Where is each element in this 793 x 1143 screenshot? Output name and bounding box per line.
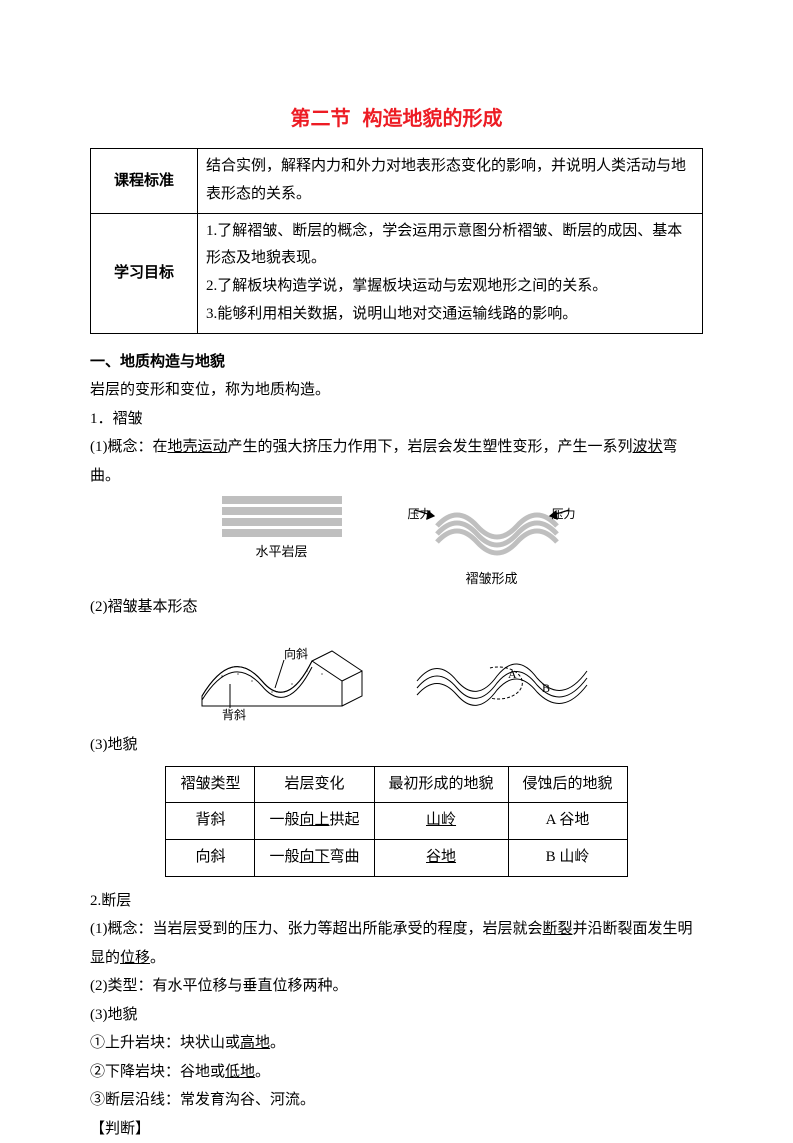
underline-term: 向下 xyxy=(299,849,329,865)
underline-term: 地壳运动 xyxy=(168,439,228,455)
cell: A 谷地 xyxy=(508,803,627,840)
underline-term: 向上 xyxy=(299,812,329,828)
fold-3d-left-icon: 向斜 背斜 xyxy=(192,626,372,721)
line: (2)类型：有水平位移与垂直位移两种。 xyxy=(90,972,703,1001)
underline-term: 波状 xyxy=(633,439,663,455)
pressure-label-right: 压力 xyxy=(551,503,575,526)
table-row: 向斜 一般向下弯曲 谷地 B 山岭 xyxy=(166,840,627,877)
fold-3d-diagrams: 向斜 背斜 A B xyxy=(90,626,703,732)
col-header: 褶皱类型 xyxy=(166,766,255,803)
section-heading: 一、地质构造与地貌 xyxy=(90,348,703,377)
goal-line: 3.能够利用相关数据，说明山地对交通运输线路的影响。 xyxy=(206,301,694,329)
page: 第二节构造地貌的形成 课程标准 结合实例，解释内力和外力对地表形态变化的影响，并… xyxy=(0,0,793,1122)
col-header: 最初形成的地貌 xyxy=(374,766,508,803)
title-main: 构造地貌的形成 xyxy=(363,108,503,130)
fold-diagram: 压力 压力 褶皱形成 xyxy=(412,496,572,591)
standards-table: 课程标准 结合实例，解释内力和外力对地表形态变化的影响，并说明人类活动与地表形态… xyxy=(90,148,703,334)
label-syncline: 向斜 xyxy=(284,646,308,661)
table-row: 背斜 一般向上拱起 山岭 A 谷地 xyxy=(166,803,627,840)
page-title: 第二节构造地貌的形成 xyxy=(90,100,703,138)
fold-svg-icon xyxy=(412,496,572,556)
text: ②下降岩块：谷地或 xyxy=(90,1064,225,1080)
standard-text: 结合实例，解释内力和外力对地表形态变化的影响，并说明人类活动与地表形态的关系。 xyxy=(198,149,703,214)
text: 产生的强大挤压力作用下，岩层会发生塑性变形，产生一系列 xyxy=(228,439,633,455)
goal-line: 2.了解板块构造学说，掌握板块运动与宏观地形之间的关系。 xyxy=(206,273,694,301)
flat-layers-icon xyxy=(222,496,342,537)
line: (3)地貌 xyxy=(90,1001,703,1030)
text: ①上升岩块：块状山或 xyxy=(90,1035,240,1051)
table-row: 学习目标 1.了解褶皱、断层的概念，学会运用示意图分析褶皱、断层的成因、基本形态… xyxy=(91,213,703,333)
cell: 谷地 xyxy=(374,840,508,877)
subheading: 1．褶皱 xyxy=(90,405,703,434)
underline-term: 高地 xyxy=(240,1035,270,1051)
flat-layer-diagram: 水平岩层 xyxy=(222,496,342,591)
fold-3d-right-icon: A B xyxy=(412,626,602,721)
underline-term: 谷地 xyxy=(426,849,456,865)
layer-diagrams: 水平岩层 压力 压力 褶皱形成 xyxy=(90,496,703,591)
line: ③断层沿线：常发育沟谷、河流。 xyxy=(90,1086,703,1115)
underline-term: 低地 xyxy=(225,1064,255,1080)
goal-text: 1.了解褶皱、断层的概念，学会运用示意图分析褶皱、断层的成因、基本形态及地貌表现… xyxy=(198,213,703,333)
goal-line: 1.了解褶皱、断层的概念，学会运用示意图分析褶皱、断层的成因、基本形态及地貌表现… xyxy=(206,218,694,274)
text: 。 xyxy=(150,950,165,966)
underline-term: 山岭 xyxy=(426,812,456,828)
subheading: (3)地貌 xyxy=(90,731,703,760)
anticline-syncline-block: 向斜 背斜 xyxy=(192,626,372,732)
concept-line: (1)概念：在地壳运动产生的强大挤压力作用下，岩层会发生塑性变形，产生一系列波状… xyxy=(90,433,703,490)
cell: B 山岭 xyxy=(508,840,627,877)
text: 拱起 xyxy=(330,812,360,828)
concept-line: (1)概念：当岩层受到的压力、张力等超出所能承受的程度，岩层就会断裂并沿断裂面发… xyxy=(90,915,703,972)
cell: 山岭 xyxy=(374,803,508,840)
cell: 向斜 xyxy=(166,840,255,877)
title-prefix: 第二节 xyxy=(291,108,351,130)
subheading: 2.断层 xyxy=(90,887,703,916)
judge-heading: 【判断】 xyxy=(90,1115,703,1143)
table-row: 褶皱类型 岩层变化 最初形成的地貌 侵蚀后的地貌 xyxy=(166,766,627,803)
col-header: 岩层变化 xyxy=(255,766,374,803)
label-A: A xyxy=(508,667,517,681)
pressure-label-left: 压力 xyxy=(408,503,432,526)
text: 一般 xyxy=(269,812,299,828)
intro-text: 岩层的变形和变位，称为地质构造。 xyxy=(90,376,703,405)
table-row: 课程标准 结合实例，解释内力和外力对地表形态变化的影响，并说明人类活动与地表形态… xyxy=(91,149,703,214)
underline-term: 断裂 xyxy=(543,921,573,937)
goal-label: 学习目标 xyxy=(91,213,198,333)
cell: 一般向上拱起 xyxy=(255,803,374,840)
subheading: (2)褶皱基本形态 xyxy=(90,593,703,622)
line: ①上升岩块：块状山或高地。 xyxy=(90,1029,703,1058)
diagram-caption: 褶皱形成 xyxy=(412,567,572,592)
fold-ab-block: A B xyxy=(412,626,602,732)
label-B: B xyxy=(542,681,550,695)
text: (1)概念：当岩层受到的压力、张力等超出所能承受的程度，岩层就会 xyxy=(90,921,543,937)
text: 。 xyxy=(255,1064,270,1080)
label-anticline: 背斜 xyxy=(222,708,246,721)
line: ②下降岩块：谷地或低地。 xyxy=(90,1058,703,1087)
col-header: 侵蚀后的地貌 xyxy=(508,766,627,803)
text: 一般 xyxy=(269,849,299,865)
standard-label: 课程标准 xyxy=(91,149,198,214)
cell: 背斜 xyxy=(166,803,255,840)
landform-table: 褶皱类型 岩层变化 最初形成的地貌 侵蚀后的地貌 背斜 一般向上拱起 山岭 A … xyxy=(165,766,627,877)
cell: 一般向下弯曲 xyxy=(255,840,374,877)
text: 。 xyxy=(270,1035,285,1051)
diagram-caption: 水平岩层 xyxy=(222,540,342,565)
text: 弯曲 xyxy=(330,849,360,865)
text: (1)概念：在 xyxy=(90,439,168,455)
underline-term: 位移 xyxy=(120,950,150,966)
